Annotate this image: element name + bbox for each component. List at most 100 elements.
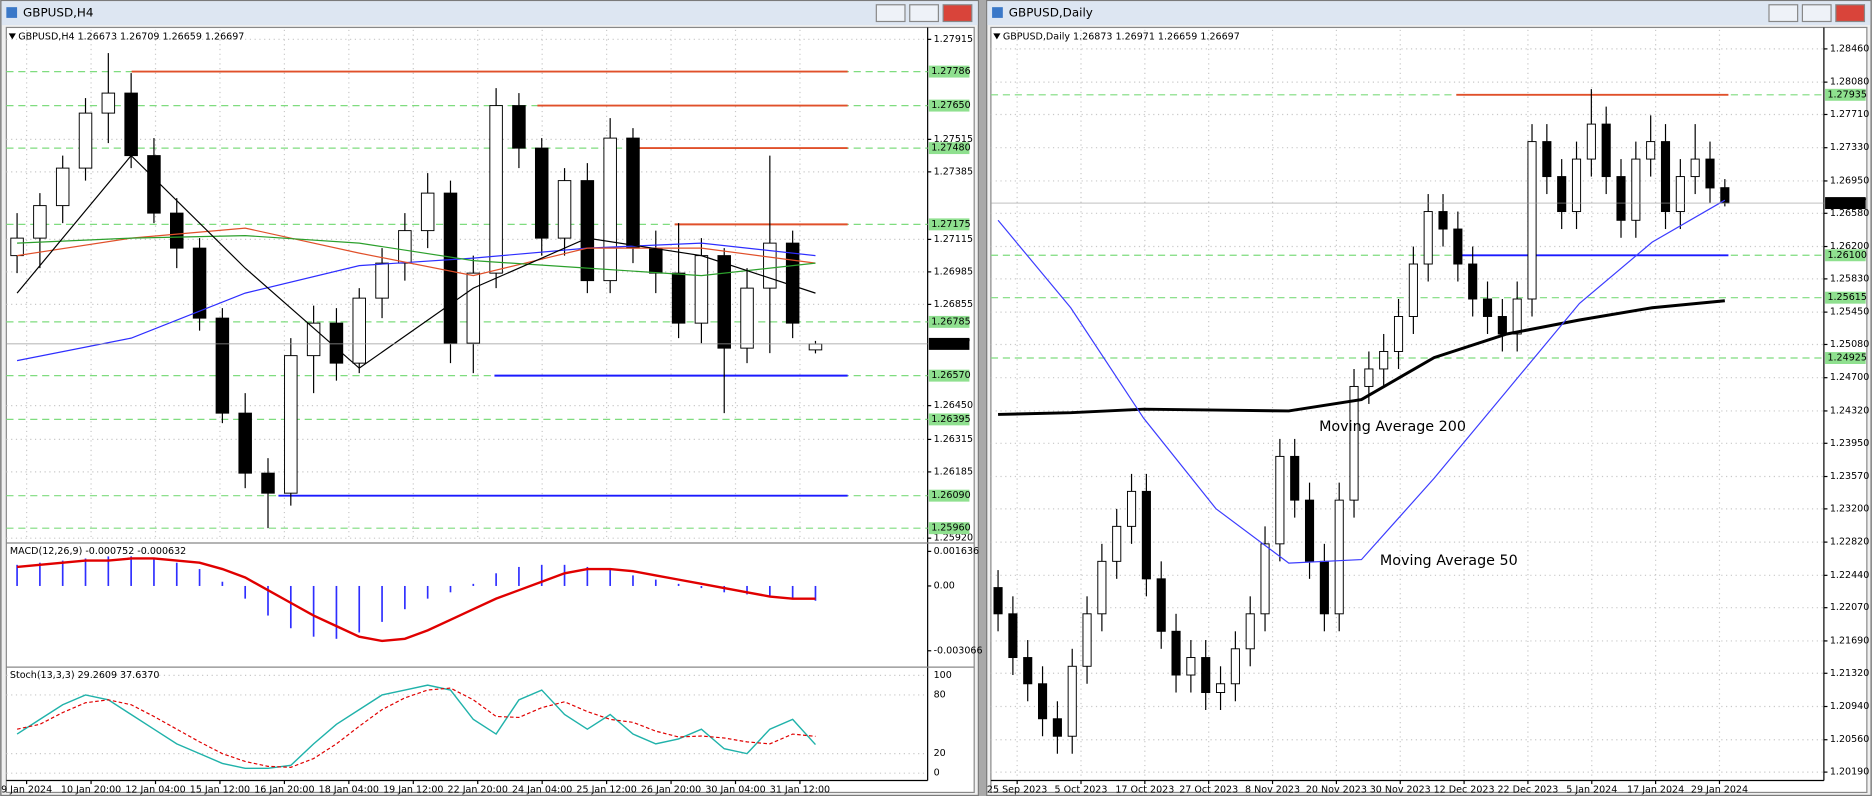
candle-body — [1201, 657, 1211, 693]
candle-body — [1675, 176, 1685, 213]
moving-average — [16, 242, 816, 362]
candle-body — [580, 180, 595, 282]
y-tick-label: 1.21690 — [1830, 635, 1869, 646]
stoch-tick-label: 100 — [934, 670, 952, 681]
candle-body — [1423, 211, 1433, 265]
window-button[interactable] — [909, 4, 939, 23]
candle-body — [352, 297, 366, 364]
y-tick-label: 1.26450 — [934, 400, 973, 411]
y-tick-label: 1.22070 — [1830, 602, 1869, 613]
time-label: 15 Jan 12:00 — [190, 785, 250, 796]
header-arrow — [8, 33, 16, 40]
moving-average — [16, 227, 816, 277]
window-icon — [6, 7, 18, 18]
y-tick-label: 1.27330 — [1830, 142, 1869, 153]
y-tick-label: 1.25080 — [1830, 339, 1869, 350]
y-tick-label: 1.26200 — [1830, 241, 1869, 252]
candle-body — [1215, 683, 1226, 693]
time-label: 9 Jan 2024 — [1, 785, 52, 796]
level-label: 1.26395 — [931, 414, 970, 425]
candle-body — [808, 343, 823, 351]
time-label: 19 Jan 12:00 — [383, 785, 443, 796]
candle-body — [717, 255, 731, 349]
candle-body — [694, 255, 709, 324]
last-price-box — [1825, 197, 1866, 210]
candle-body — [649, 247, 663, 274]
candle-body — [124, 92, 138, 157]
candle-body — [1349, 385, 1359, 501]
candle-body — [78, 112, 93, 169]
time-label: 17 Oct 2023 — [1115, 785, 1174, 796]
time-label: 5 Jan 2024 — [1566, 785, 1617, 796]
y-tick-label: 1.26985 — [934, 266, 973, 277]
level-label-box — [928, 315, 970, 328]
title-bar — [1, 1, 978, 26]
candle-body — [1557, 176, 1567, 213]
candle-body — [1037, 683, 1048, 720]
window-button[interactable] — [1768, 4, 1799, 23]
title-bar — [987, 1, 1871, 26]
level-label: 1.25615 — [1827, 292, 1866, 303]
candle-body — [1660, 141, 1671, 213]
level-label: 1.27650 — [931, 100, 970, 111]
time-label: 20 Nov 2023 — [1306, 785, 1367, 796]
candle-body — [1705, 158, 1715, 189]
stoch-tick-label: 20 — [934, 748, 946, 759]
window-title: GBPUSD,H4 — [23, 6, 93, 20]
candle-body — [557, 180, 572, 239]
candle-body — [215, 317, 230, 414]
time-label: 22 Dec 2023 — [1497, 785, 1558, 796]
candle-body — [1646, 141, 1656, 160]
time-label: 17 Jan 2024 — [1627, 785, 1684, 796]
y-tick-label: 1.22820 — [1830, 537, 1869, 548]
candle-body — [10, 237, 24, 257]
level-label: 1.26090 — [931, 490, 970, 501]
candle-body — [1126, 490, 1137, 527]
candle-body — [1408, 263, 1418, 317]
candle-body — [1616, 176, 1626, 221]
time-label: 10 Jan 20:00 — [61, 785, 121, 796]
candle-body — [398, 230, 412, 264]
annotation: Moving Average 50 — [1380, 553, 1518, 569]
candle-body — [993, 587, 1003, 615]
y-tick-label: 1.20940 — [1830, 701, 1869, 712]
candle-body — [1290, 455, 1300, 501]
candle-body — [1527, 141, 1537, 300]
last-price-label: 1.26697 — [931, 338, 970, 349]
annotation: Moving Average 200 — [1319, 419, 1466, 435]
candle-body — [785, 242, 800, 324]
candle-body — [1334, 499, 1344, 615]
candle-body — [1438, 211, 1448, 230]
y-tick-label: 1.27515 — [934, 134, 973, 145]
window-button[interactable] — [1835, 4, 1866, 23]
candle-body — [1379, 350, 1389, 370]
level-label-box — [928, 489, 970, 502]
candle-body — [1230, 648, 1240, 685]
time-label: 29 Jan 2024 — [1691, 785, 1748, 796]
candle-body — [1245, 613, 1255, 650]
y-tick-label: 1.23200 — [1830, 503, 1869, 514]
level-label-box — [1825, 291, 1866, 304]
level-label-box — [928, 369, 970, 382]
header-arrow — [993, 33, 1001, 40]
stoch-signal — [16, 687, 816, 768]
candle-body — [284, 355, 298, 494]
window-button[interactable] — [942, 4, 973, 23]
candle-body — [101, 92, 116, 114]
time-label: 12 Dec 2023 — [1434, 785, 1495, 796]
time-label: 30 Nov 2023 — [1370, 785, 1431, 796]
last-price-label: 1.26697 — [1827, 198, 1866, 209]
level-label: 1.27175 — [931, 219, 970, 230]
macd-tick-label: -0.003066 — [934, 645, 983, 656]
candle-body — [1393, 316, 1404, 352]
y-tick-label: 1.25920 — [934, 533, 973, 544]
candle-body — [375, 262, 389, 299]
window-button[interactable] — [1801, 4, 1832, 23]
time-label: 22 Jan 20:00 — [448, 785, 508, 796]
level-label: 1.26785 — [931, 316, 970, 327]
window-title: GBPUSD,Daily — [1009, 6, 1093, 20]
window-button[interactable] — [875, 4, 906, 23]
candle-body — [740, 287, 754, 349]
y-tick-label: 1.20560 — [1830, 734, 1869, 745]
macd-tick-label: 0.00 — [934, 580, 955, 591]
